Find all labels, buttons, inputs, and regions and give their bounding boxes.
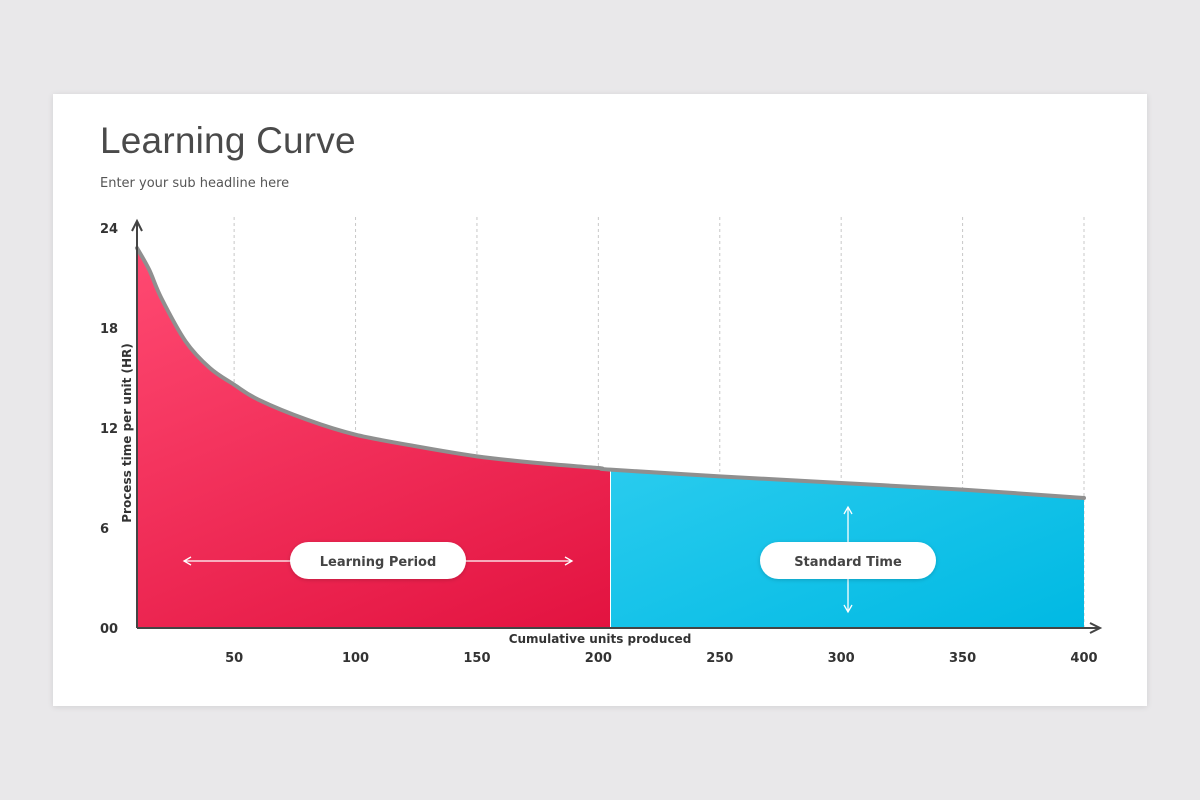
x-tick-label: 100 — [342, 651, 369, 666]
region-area-learning-period — [137, 248, 611, 628]
y-tick-label: 00 — [100, 622, 118, 637]
learning-period-annotation: Learning Period — [182, 542, 574, 579]
page-subtitle: Enter your sub headline here — [100, 176, 290, 191]
x-tick-labels: 50 100 150 200 250 300 350 400 — [225, 651, 1097, 666]
x-tick-label: 350 — [949, 651, 976, 666]
x-tick-label: 150 — [463, 651, 490, 666]
y-tick-label: 18 — [100, 322, 118, 337]
x-tick-label: 250 — [706, 651, 733, 666]
x-tick-label: 50 — [225, 651, 243, 666]
y-tick-label: 12 — [100, 422, 118, 437]
area-layer — [135, 246, 1086, 628]
curve-line — [135, 246, 1086, 500]
x-axis-arrow-icon — [1089, 622, 1103, 634]
region-annotations: Learning Period Standard Time — [182, 505, 936, 614]
y-tick-label: 24 — [100, 222, 118, 237]
page-title: Learning Curve — [100, 120, 356, 161]
x-tick-label: 300 — [828, 651, 855, 666]
standard-time-label: Standard Time — [794, 555, 902, 570]
learning-period-pill — [290, 542, 466, 579]
arrow-left-icon — [182, 556, 192, 566]
x-tick-label: 200 — [585, 651, 612, 666]
standard-time-annotation: Standard Time — [760, 505, 936, 614]
y-tick-labels: 00 6 12 18 24 — [100, 222, 118, 637]
axes — [131, 218, 1103, 634]
y-tick-label: 6 — [100, 522, 109, 537]
learning-period-label: Learning Period — [320, 555, 437, 570]
x-axis-label: Cumulative units produced — [509, 632, 692, 646]
arrow-up-icon — [843, 505, 853, 515]
y-axis-label: Process time per unit (HR) — [120, 343, 134, 523]
x-tick-label: 400 — [1070, 651, 1097, 666]
arrow-down-icon — [843, 604, 853, 614]
standard-time-pill — [760, 542, 936, 579]
y-axis-arrow-icon — [131, 218, 143, 232]
arrow-right-icon — [564, 556, 574, 566]
